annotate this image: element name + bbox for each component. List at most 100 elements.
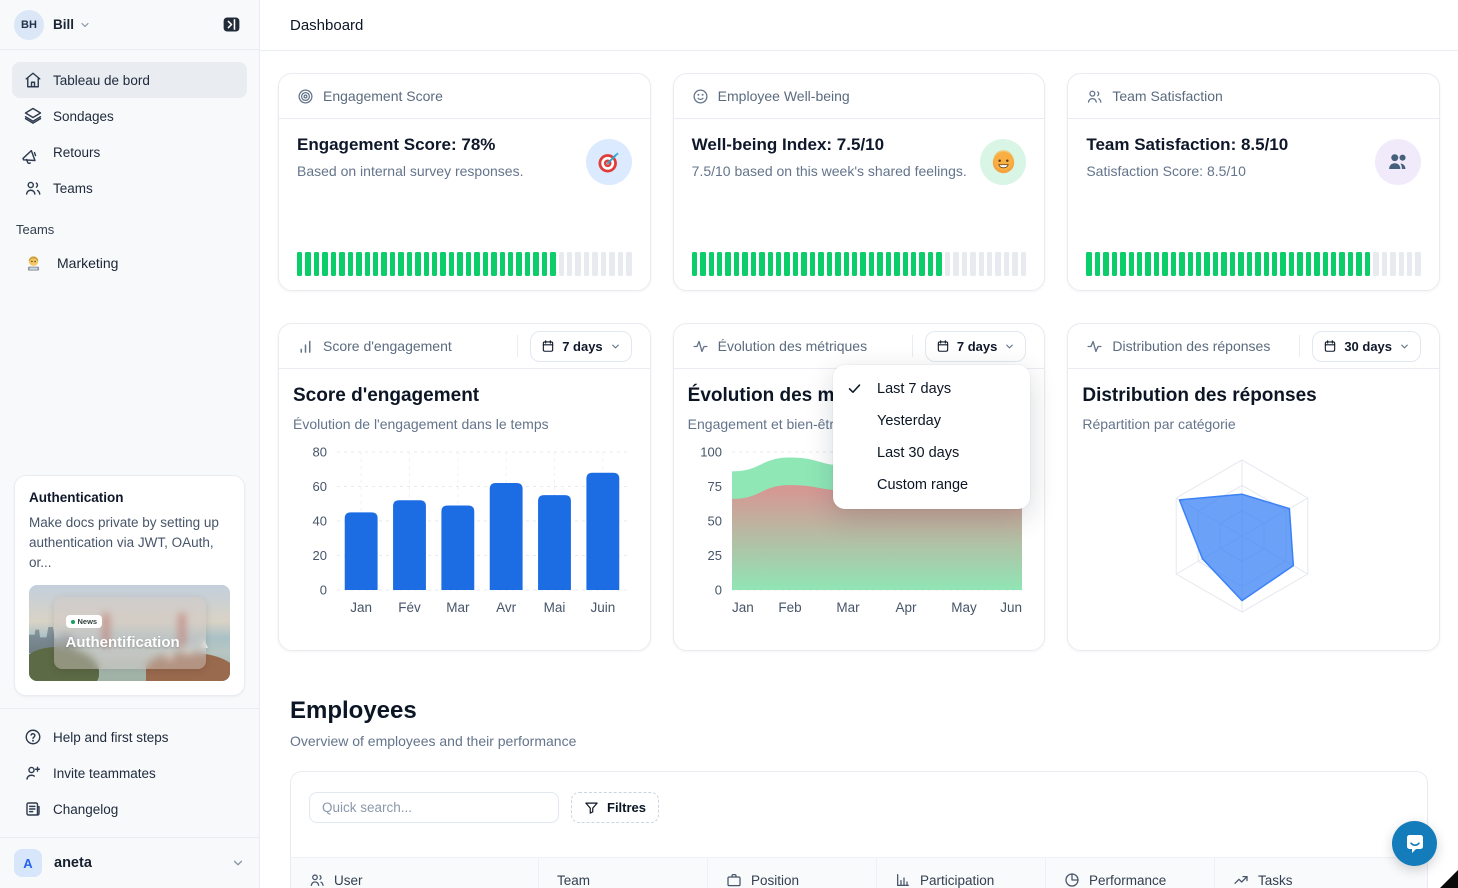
- user-avatar[interactable]: BH: [14, 9, 44, 40]
- chat-launcher-button[interactable]: [1392, 821, 1437, 866]
- filters-button[interactable]: Filtres: [571, 792, 660, 823]
- progress-segment-filled: [381, 252, 387, 276]
- menu-item-custom-range[interactable]: Custom range: [877, 477, 969, 493]
- changelog-icon: [26, 802, 40, 816]
- column-header-tasks[interactable]: Tasks: [1215, 858, 1427, 888]
- column-header-performance[interactable]: Performance: [1046, 858, 1215, 888]
- sidebar-team-marketing[interactable]: Marketing: [12, 245, 247, 281]
- progress-segment-empty: [953, 252, 959, 276]
- progress-segment-filled: [1221, 252, 1227, 276]
- sidebar-item-label: Invite teammates: [53, 765, 156, 781]
- progress-segment-filled: [330, 252, 337, 276]
- engagement-bar-chart: 0 20 40 60 80 Jan Fév Mar Avr Mai Juin: [293, 440, 636, 622]
- date-range-button[interactable]: 30 days: [1312, 330, 1422, 362]
- progress-segment-filled: [700, 252, 706, 276]
- stat-title: Team Satisfaction: 8.5/10: [1086, 135, 1289, 154]
- progress-segment-filled: [927, 252, 934, 276]
- sidebar-nav: Tableau de bord Sondages Retours Teams: [0, 50, 259, 206]
- menu-item-last-7-days[interactable]: Last 7 days: [833, 373, 1030, 405]
- check-icon: [848, 384, 861, 393]
- bar-chart-icon: [300, 340, 311, 353]
- progress-segment-filled: [1364, 252, 1371, 276]
- progress-segment-empty: [944, 252, 951, 276]
- svg-text:Mar: Mar: [836, 600, 860, 615]
- column-header-team[interactable]: Team: [539, 858, 708, 888]
- menu-item-yesterday[interactable]: Yesterday: [877, 413, 941, 429]
- progress-segment-filled: [516, 252, 522, 276]
- progress-segment-filled: [1187, 252, 1194, 276]
- card-header-label: Score d'engagement: [323, 338, 452, 354]
- svg-text:Fév: Fév: [398, 600, 421, 615]
- column-header-position[interactable]: Position: [708, 858, 877, 888]
- progress-segment-filled: [415, 252, 421, 276]
- progress-segment-filled: [860, 252, 866, 276]
- collapse-sidebar-button[interactable]: [215, 9, 247, 41]
- progress-segment-filled: [767, 252, 774, 276]
- sidebar-item-changelog[interactable]: Changelog: [12, 791, 247, 827]
- date-range-button[interactable]: 7 days: [924, 330, 1027, 362]
- progress-segment-filled: [524, 252, 531, 276]
- progress-segment-filled: [1179, 252, 1185, 276]
- progress-segment-filled: [809, 252, 816, 276]
- sidebar-item-retours[interactable]: Retours: [12, 134, 247, 170]
- engagement-progress-bar: [297, 252, 632, 276]
- sidebar-item-invite[interactable]: Invite teammates: [12, 755, 247, 791]
- stat-title: Well-being Index: 7.5/10: [691, 135, 885, 154]
- sidebar-item-label: Tableau de bord: [53, 72, 150, 88]
- progress-segment-filled: [1145, 252, 1151, 276]
- svg-text:40: 40: [313, 514, 327, 529]
- authentication-promo-card[interactable]: Authentication Make docs private by sett…: [14, 475, 245, 696]
- progress-segment-filled: [1305, 252, 1312, 276]
- column-header-participation[interactable]: Participation: [877, 858, 1046, 888]
- card-header: Engagement Score: [279, 74, 650, 119]
- progress-segment-filled: [826, 252, 833, 276]
- progress-segment-filled: [1229, 252, 1236, 276]
- user-name[interactable]: Bill: [53, 17, 75, 32]
- promo-title: Authentication: [29, 490, 124, 505]
- progress-segment-filled: [1288, 252, 1295, 276]
- progress-segment-empty: [1406, 252, 1413, 276]
- progress-segment-filled: [1280, 252, 1286, 276]
- promo-image[interactable]: News Authentification: [29, 585, 230, 681]
- chevron-down-icon: [1401, 344, 1408, 348]
- progress-segment-empty: [978, 252, 984, 276]
- sidebar-item-sondages[interactable]: Sondages: [12, 98, 247, 134]
- progress-segment-filled: [919, 252, 925, 276]
- chart-title: Score d'engagement: [293, 385, 480, 406]
- progress-segment-filled: [313, 252, 320, 276]
- sidebar-item-tableau-de-bord[interactable]: Tableau de bord: [12, 62, 247, 98]
- workspace-switcher[interactable]: A aneta: [0, 837, 259, 888]
- svg-text:Juin: Juin: [590, 600, 615, 615]
- date-range-button[interactable]: 7 days: [530, 330, 632, 362]
- progress-segment-filled: [457, 252, 463, 276]
- progress-segment-filled: [1314, 252, 1320, 276]
- date-range-dropdown-menu: Last 7 days Yesterday Last 30 days Custo…: [833, 365, 1030, 509]
- sidebar-item-teams[interactable]: Teams: [12, 170, 247, 206]
- progress-segment-empty: [592, 252, 598, 276]
- satisfaction-progress-bar: [1086, 252, 1421, 276]
- sidebar-item-help[interactable]: Help and first steps: [12, 719, 247, 755]
- chevron-down-icon: [1006, 344, 1014, 348]
- news-dot-icon: [70, 619, 75, 624]
- stat-subtitle: Based on internal survey responses.: [297, 163, 524, 179]
- chevron-down-icon: [611, 344, 619, 348]
- table-toolbar: Filtres: [291, 772, 1427, 843]
- team-item-label: Marketing: [57, 255, 119, 271]
- search-input[interactable]: [309, 792, 559, 823]
- progress-segment-empty: [609, 252, 615, 276]
- progress-segment-filled: [347, 252, 354, 276]
- menu-item-last-30-days[interactable]: Last 30 days: [877, 445, 960, 461]
- briefcase-icon: [727, 874, 741, 887]
- column-header-user[interactable]: User: [291, 858, 539, 888]
- progress-segment-filled: [541, 252, 548, 276]
- progress-segment-filled: [550, 252, 556, 276]
- progress-segment-filled: [507, 252, 514, 276]
- progress-segment-filled: [708, 252, 714, 276]
- smiley-outline-icon: [693, 88, 708, 104]
- svg-text:20: 20: [313, 548, 327, 563]
- progress-segment-empty: [567, 252, 573, 276]
- progress-segment-filled: [835, 252, 841, 276]
- area-chart-svg: 0 25 50 75 100 Jan Feb Mar Apr May Jun: [700, 445, 1022, 615]
- progress-segment-filled: [691, 252, 698, 276]
- progress-segment-empty: [986, 252, 993, 276]
